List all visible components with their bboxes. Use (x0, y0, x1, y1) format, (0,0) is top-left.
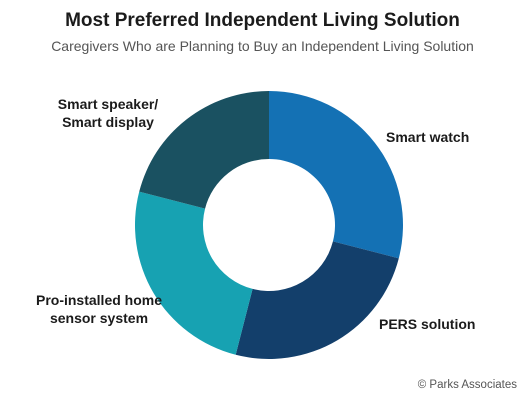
slice-label-smart-watch: Smart watch (386, 129, 469, 145)
slice-label-smart-speaker-smart-display: Smart speaker/Smart display (58, 96, 159, 130)
credit-text: © Parks Associates (417, 379, 517, 391)
slice-pers-solution (235, 241, 399, 359)
slice-label-pers-solution: PERS solution (379, 316, 475, 332)
donut-slices (135, 91, 403, 359)
slice-smart-watch (269, 91, 403, 259)
slice-labels: Smart watch PERS solution Pro-installed ho… (36, 96, 475, 332)
slice-pro-installed-home-sensor-system (135, 191, 253, 355)
chart-subtitle: Caregivers Who are Planning to Buy an In… (51, 38, 474, 54)
chart-title: Most Preferred Independent Living Soluti… (65, 10, 460, 31)
slice-smart-speaker-smart-display (139, 91, 269, 209)
slice-label-pro-installed-home-sensor-system: Pro-installed home sensor system (36, 292, 162, 326)
